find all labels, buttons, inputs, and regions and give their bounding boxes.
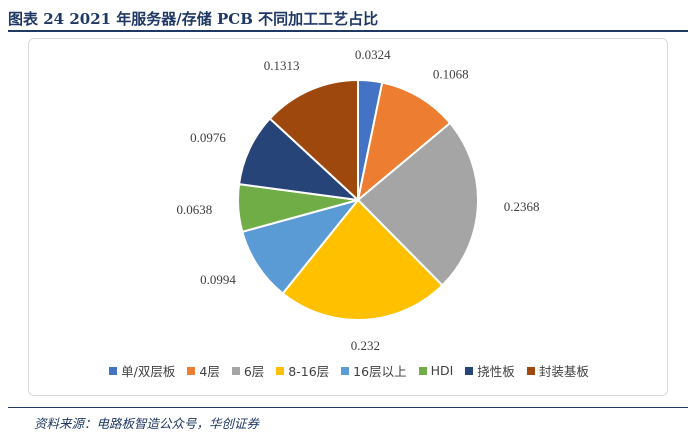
legend-item: HDI (418, 363, 454, 378)
source-note: 资料来源：电路板智造公众号，华创证券 (34, 416, 260, 431)
pie-slice (241, 198, 361, 295)
legend-item: 4层 (187, 361, 220, 380)
slice-value-label: 0.0324 (355, 47, 391, 62)
page-title: 图表 24 2021 年服务器/存储 PCB 不同加工工艺占比 (8, 10, 379, 28)
slice-value-label: 0.232 (351, 338, 380, 353)
legend-swatch (187, 366, 196, 375)
legend-label: 单/双层板 (121, 364, 176, 379)
chart-frame: 0.0324 0.1068 0.2368 0.232 0.0994 0.0638 0.097… (28, 38, 668, 396)
pie-slice (237, 117, 361, 202)
pie-slice (268, 78, 359, 203)
legend-item: 单/双层板 (109, 361, 175, 380)
legend-label: HDI (430, 363, 454, 378)
slice-value-label: 0.0638 (177, 202, 213, 217)
legend-swatch (465, 366, 474, 375)
slice-value-label: 0.1068 (433, 67, 469, 82)
slice-value-label: 0.0976 (190, 130, 226, 145)
legend-label: 4层 (199, 364, 220, 379)
pie-slice (356, 121, 479, 287)
title-divider (8, 30, 688, 32)
legend-swatch (418, 366, 427, 375)
legend-swatch (109, 366, 118, 375)
chart-legend: 单/双层板 4层 6层 8-16层 16层以上 HDI 挠性板 封装基板 (29, 361, 669, 380)
legend-label: 封装基板 (538, 364, 589, 379)
legend-label: 16层以上 (353, 364, 407, 379)
legend-item: 16层以上 (341, 361, 407, 380)
slice-value-label: 0.0994 (200, 272, 236, 287)
legend-label: 6层 (243, 364, 265, 379)
legend-item: 挠性板 (465, 361, 515, 380)
pie-chart: 0.0324 0.1068 0.2368 0.232 0.0994 0.0638 0.097… (177, 47, 540, 353)
legend-swatch (526, 366, 535, 375)
footer-divider (8, 407, 688, 408)
legend-swatch (231, 366, 240, 375)
pie-slice (281, 198, 444, 321)
slice-value-label: 0.2368 (504, 199, 540, 214)
legend-swatch (341, 366, 350, 375)
pie-slice (356, 81, 452, 203)
slice-value-label: 0.1313 (264, 58, 300, 73)
legend-item: 6层 (231, 361, 265, 380)
legend-label: 8-16层 (288, 364, 330, 379)
legend-label: 挠性板 (477, 364, 515, 379)
legend-swatch (276, 366, 285, 375)
legend-item: 封装基板 (526, 361, 589, 380)
legend-item: 8-16层 (276, 361, 329, 380)
